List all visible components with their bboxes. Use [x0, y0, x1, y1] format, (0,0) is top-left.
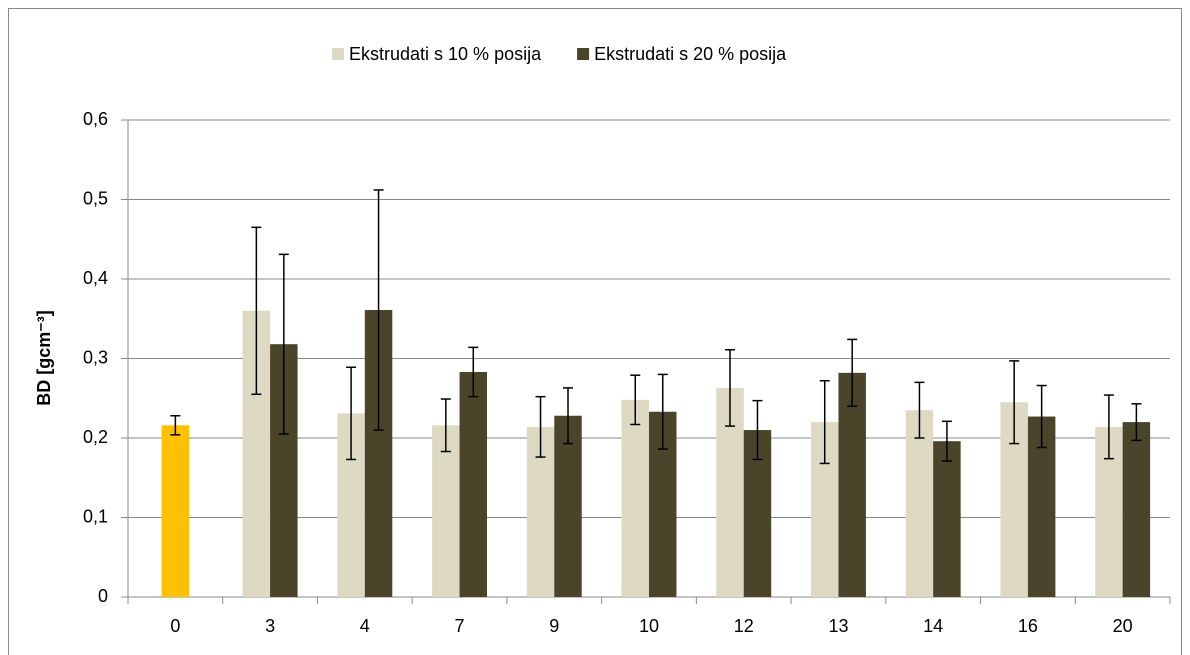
error-bar	[170, 414, 181, 436]
bar	[554, 415, 582, 597]
x-tick-label: 0	[170, 616, 180, 636]
error-bar	[657, 373, 668, 450]
x-tick-label: 9	[549, 616, 559, 636]
error-bar	[346, 366, 357, 461]
legend-label: Ekstrudati s 10 % posija	[349, 44, 542, 64]
error-bar	[752, 399, 763, 461]
error-bar	[251, 226, 262, 396]
y-axis-label: BD [gcm⁻³]	[34, 310, 54, 406]
y-tick-label: 0,1	[83, 506, 108, 526]
error-bar	[468, 346, 479, 398]
x-tick-label: 20	[1113, 616, 1133, 636]
x-tick-label: 14	[923, 616, 943, 636]
bar	[161, 425, 190, 597]
x-tick-label: 16	[1018, 616, 1038, 636]
error-bar	[563, 387, 574, 445]
error-bar	[1009, 360, 1020, 445]
error-bar	[278, 253, 289, 435]
y-tick-label: 0,3	[83, 347, 108, 367]
error-bar	[535, 395, 546, 458]
x-tick-label: 4	[360, 616, 370, 636]
y-tick-label: 0,4	[83, 268, 108, 288]
legend-swatch	[577, 48, 590, 60]
error-bar	[847, 338, 858, 407]
error-bar	[941, 420, 952, 462]
bar	[459, 372, 488, 597]
x-tick-label: 13	[828, 616, 848, 636]
x-tick-label: 10	[639, 616, 659, 636]
bar	[1122, 422, 1151, 597]
error-bar	[1036, 384, 1047, 449]
bar	[838, 372, 866, 597]
legend-swatch	[332, 48, 344, 60]
legend-label: Ekstrudati s 20 % posija	[594, 44, 787, 64]
error-bar	[819, 380, 830, 465]
error-bar	[373, 189, 384, 431]
bar	[432, 425, 460, 597]
x-tick-label: 3	[265, 616, 275, 636]
error-bar	[914, 381, 925, 439]
chart-frame	[8, 8, 1182, 655]
y-tick-label: 0	[98, 586, 108, 606]
bar	[905, 410, 934, 597]
bar	[933, 441, 961, 597]
y-tick-label: 0,5	[83, 188, 108, 208]
y-tick-label: 0,2	[83, 427, 108, 447]
error-bar	[724, 349, 735, 427]
x-tick-label: 7	[455, 616, 465, 636]
error-bar	[630, 374, 641, 426]
x-tick-label: 12	[734, 616, 754, 636]
error-bar	[1103, 394, 1114, 460]
y-tick-label: 0,6	[83, 109, 108, 129]
bar	[621, 399, 649, 597]
error-bar	[1131, 403, 1142, 442]
error-bar	[440, 398, 451, 453]
